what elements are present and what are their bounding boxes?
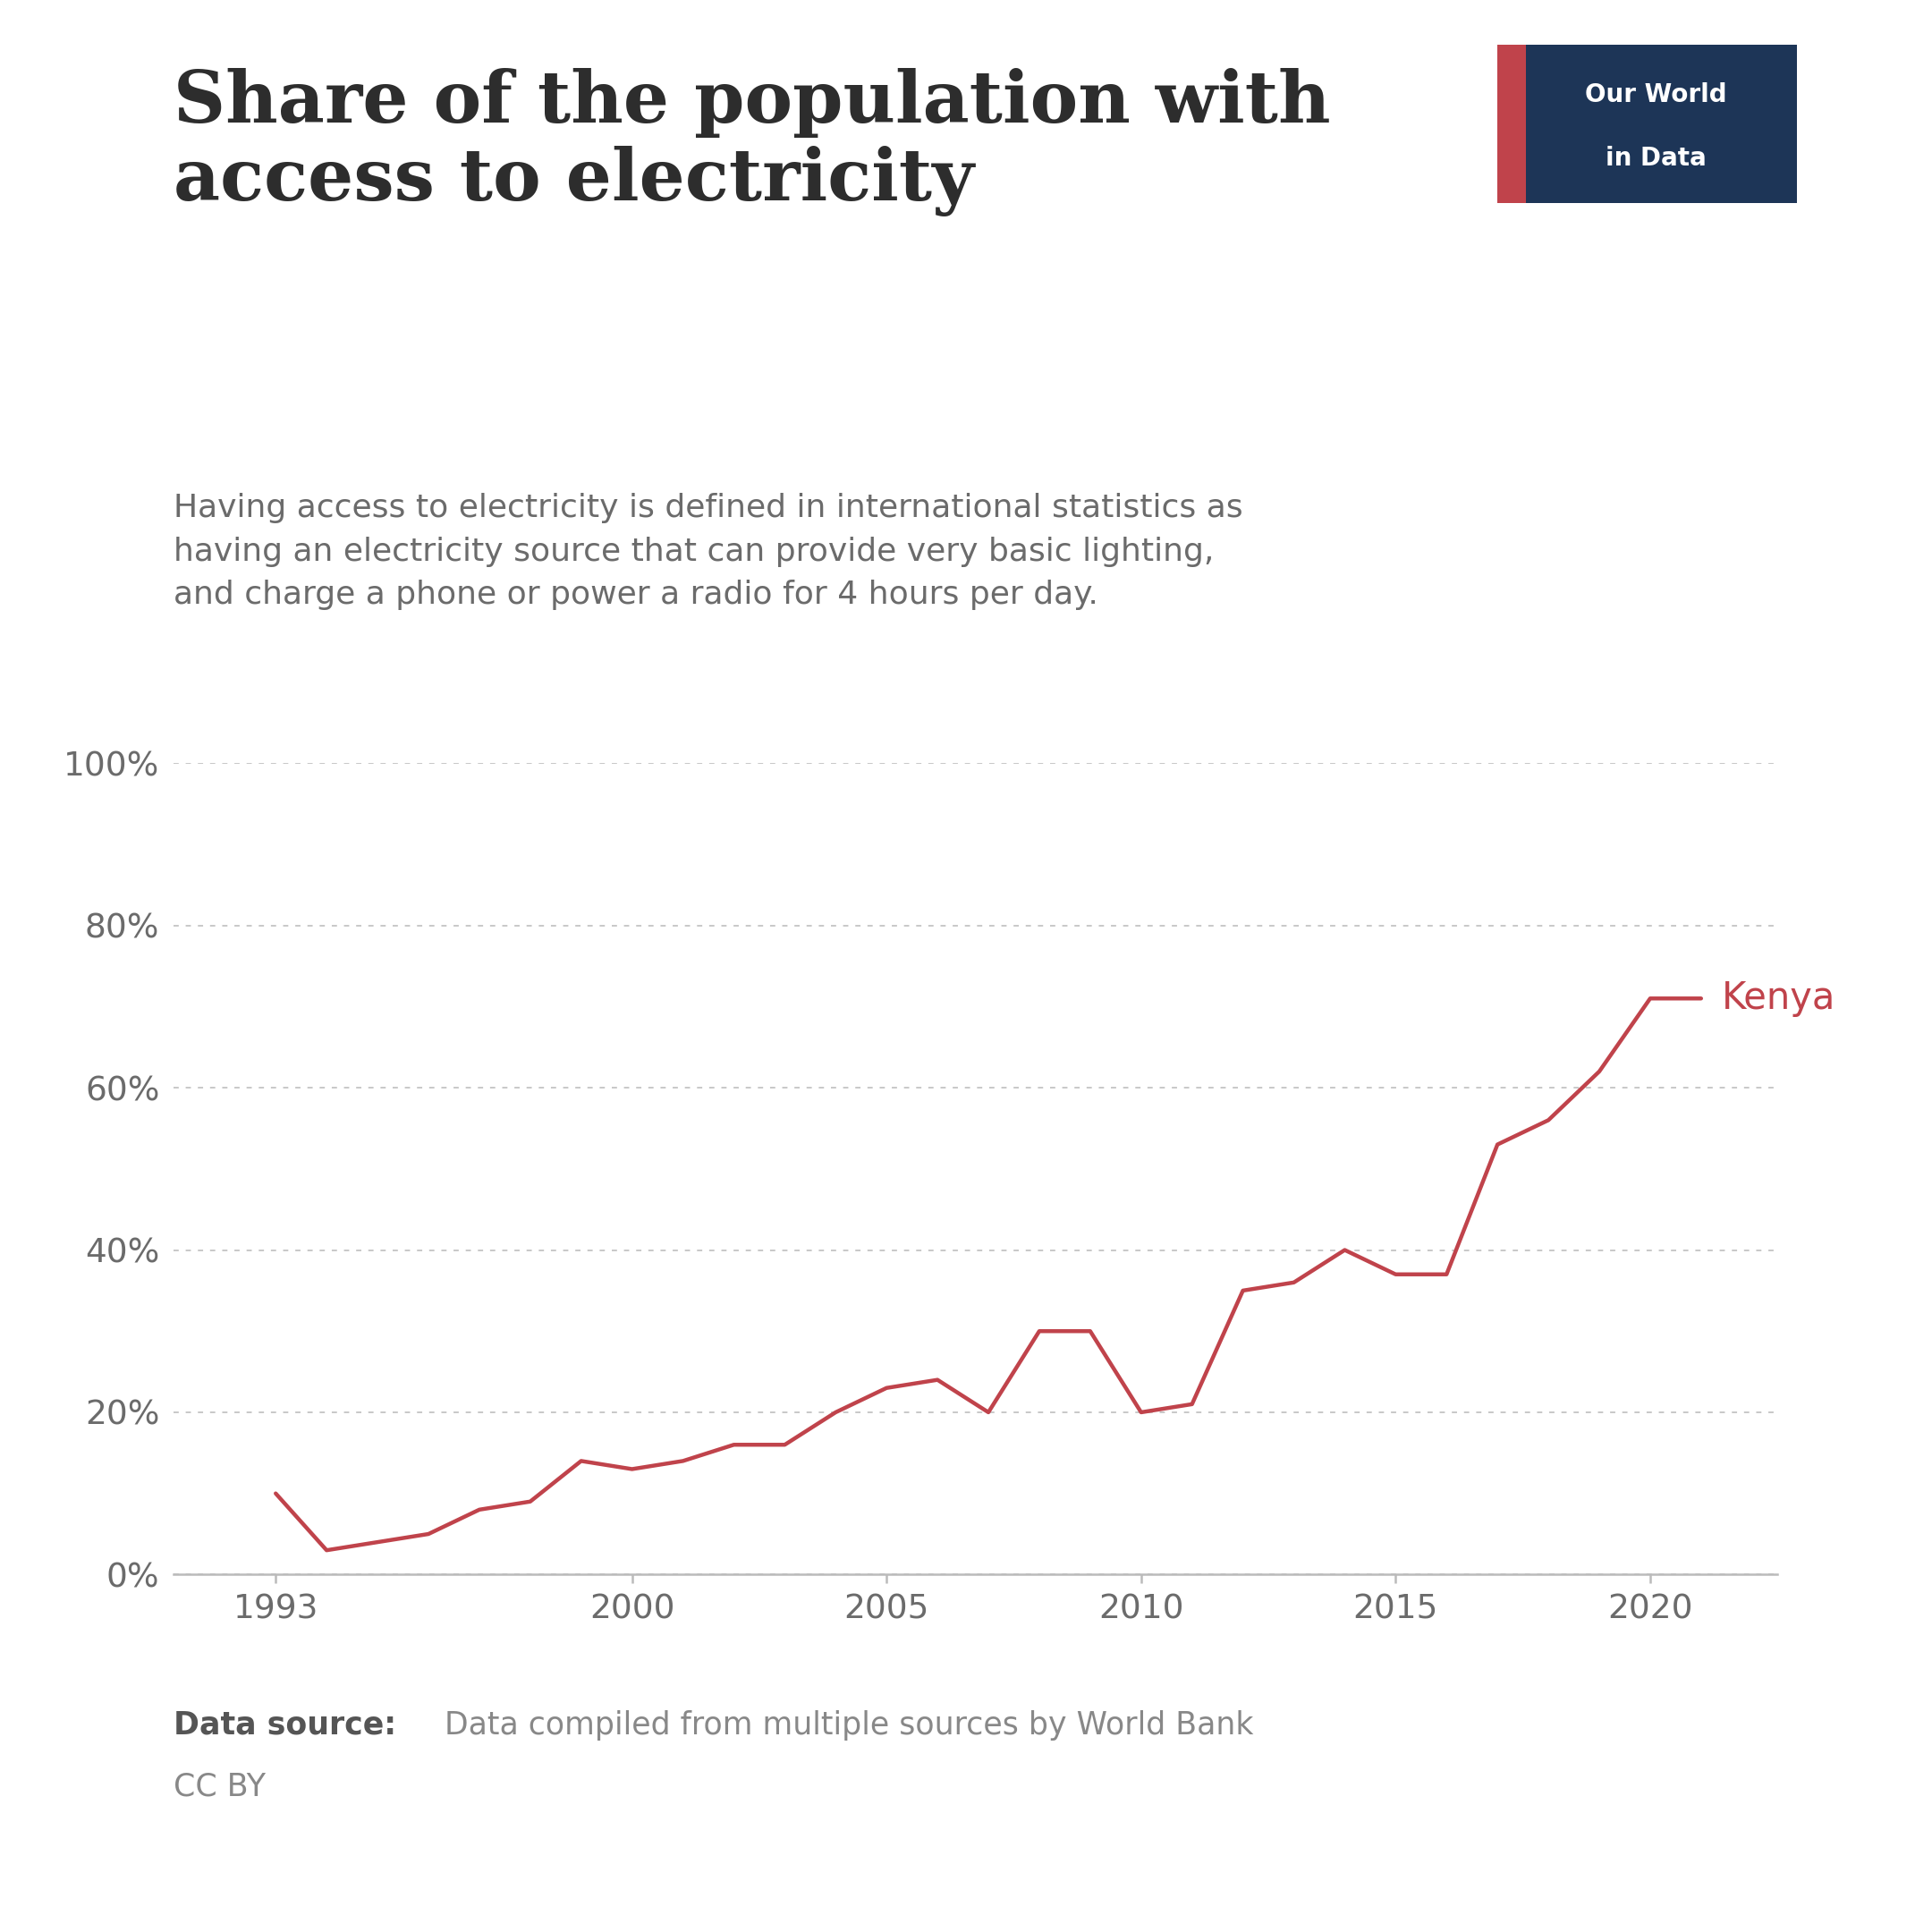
Text: in Data: in Data — [1605, 147, 1706, 172]
FancyBboxPatch shape — [1497, 44, 1526, 203]
Text: Share of the population with
access to electricity: Share of the population with access to e… — [174, 68, 1331, 216]
Text: Having access to electricity is defined in international statistics as
having an: Having access to electricity is defined … — [174, 493, 1244, 611]
Text: Data source:: Data source: — [174, 1710, 396, 1741]
Text: Data compiled from multiple sources by World Bank: Data compiled from multiple sources by W… — [435, 1710, 1254, 1741]
FancyBboxPatch shape — [1497, 44, 1797, 203]
Text: CC BY: CC BY — [174, 1772, 267, 1803]
Text: Kenya: Kenya — [1721, 980, 1835, 1018]
Text: Our World: Our World — [1584, 83, 1727, 108]
